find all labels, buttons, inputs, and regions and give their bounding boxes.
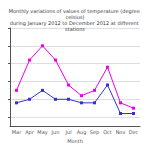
svg-text:Jun: Jun — [51, 129, 60, 135]
svg-text:May: May — [37, 129, 47, 136]
svg-text:stations: stations — [65, 26, 85, 32]
svg-text:Sep: Sep — [90, 129, 99, 136]
svg-text:Nov: Nov — [116, 129, 126, 135]
svg-text:celsius): celsius) — [65, 14, 85, 20]
svg-text:Monthly variations of values o: Monthly variations of values of temperat… — [8, 8, 142, 14]
svg-text:Month: Month — [67, 138, 83, 144]
svg-text:during January 2012 to Decembe: during January 2012 to December 2012 at … — [9, 20, 141, 26]
svg-text:Oct: Oct — [103, 129, 112, 135]
svg-text:Apr: Apr — [25, 129, 35, 136]
svg-text:Jul: Jul — [64, 129, 71, 135]
svg-text:Dec: Dec — [129, 129, 139, 135]
svg-text:Mar: Mar — [12, 129, 22, 135]
svg-text:Aug: Aug — [77, 129, 87, 136]
